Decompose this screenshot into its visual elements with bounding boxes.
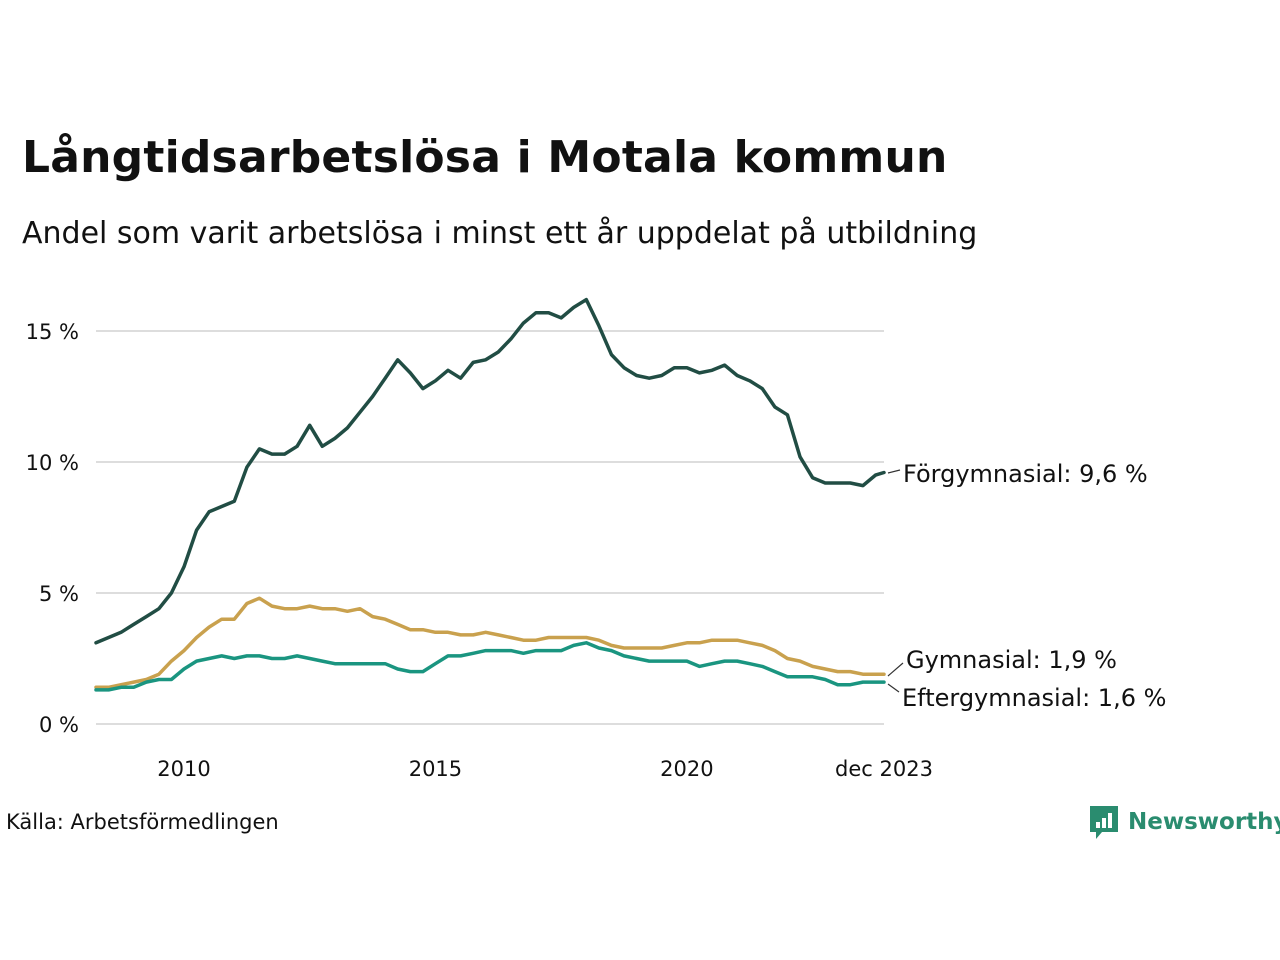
x-tick-label: 2010 — [157, 757, 210, 781]
series-line-eftergymnasial — [94, 641, 886, 692]
label-leader-line — [887, 662, 904, 677]
series-line-förgymnasial — [94, 297, 886, 645]
label-leader-line — [887, 683, 900, 693]
y-tick-label: 10 % — [26, 451, 79, 475]
y-tick-label: 0 % — [39, 713, 79, 737]
y-axis-ticks: 0 % 5 % 10 % 15 % — [26, 320, 79, 737]
x-axis-ticks: 2010 2015 2020 dec 2023 — [157, 757, 933, 781]
x-tick-label: 2020 — [660, 757, 713, 781]
y-tick-label: 15 % — [26, 320, 79, 344]
brand-name: Newsworthy — [1128, 809, 1280, 835]
series-end-label: Gymnasial: 1,9 % — [906, 646, 1117, 674]
series-end-label: Förgymnasial: 9,6 % — [903, 460, 1148, 488]
y-tick-label: 5 % — [39, 582, 79, 606]
x-tick-label: 2015 — [409, 757, 462, 781]
chart-title: Långtidsarbetslösa i Motala kommun — [22, 132, 948, 183]
chart-subtitle: Andel som varit arbetslösa i minst ett å… — [22, 216, 978, 251]
series-end-labels: Förgymnasial: 9,6 % Gymnasial: 1,9 % Efter… — [887, 460, 1166, 712]
label-leader-line — [887, 469, 901, 474]
source-note: Källa: Arbetsförmedlingen — [6, 810, 279, 834]
series-line-gymnasial — [94, 596, 886, 690]
series-end-label: Eftergymnasial: 1,6 % — [902, 684, 1166, 712]
newsworthy-logo-icon — [1090, 806, 1118, 839]
brand-logo: Newsworthy — [1088, 804, 1280, 840]
x-tick-label: dec 2023 — [835, 757, 933, 781]
grid-lines — [96, 330, 884, 725]
series-lines — [94, 297, 886, 692]
